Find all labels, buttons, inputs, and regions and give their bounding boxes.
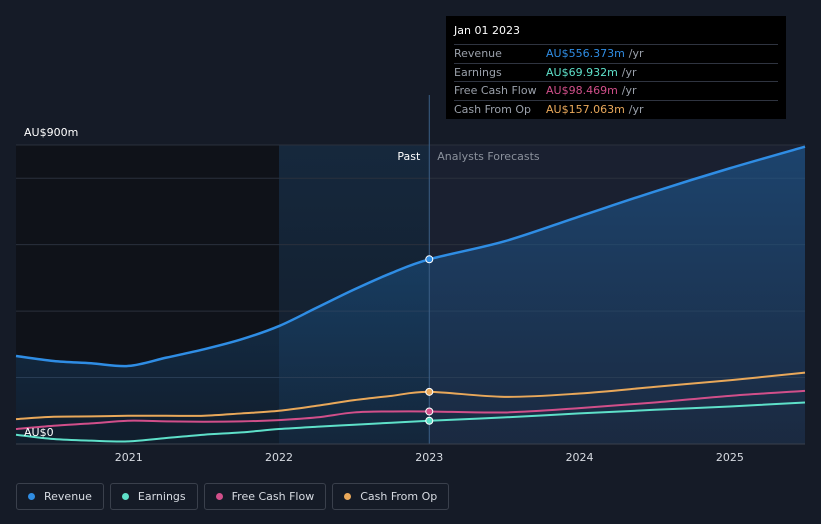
tooltip-value: AU$157.063m — [546, 102, 625, 116]
tooltip-date: Jan 01 2023 — [454, 24, 520, 37]
legend-item-free-cash-flow[interactable]: Free Cash Flow — [203, 483, 327, 510]
tooltip-value: AU$556.373m — [546, 47, 625, 61]
legend-label: Free Cash Flow — [231, 490, 315, 503]
legend-dot-icon — [121, 493, 129, 500]
forecast-label: Analysts Forecasts — [437, 150, 540, 163]
tooltip-row-revenue: Revenue AU$556.373m /yr — [454, 44, 778, 63]
cash-from-op-marker — [425, 387, 434, 396]
free-cash-flow-marker — [425, 407, 434, 416]
x-tick-label: 2023 — [415, 451, 443, 464]
legend: Revenue Earnings Free Cash Flow Cash Fro… — [16, 483, 450, 510]
tooltip-row-free-cash-flow: Free Cash Flow AU$98.469m /yr — [454, 81, 778, 100]
tooltip: Jan 01 2023 Revenue AU$556.373m /yr Earn… — [446, 16, 786, 119]
legend-label: Revenue — [44, 490, 92, 503]
tooltip-unit: /yr — [628, 102, 644, 116]
tooltip-value: AU$98.469m — [546, 84, 618, 98]
x-tick-label: 2024 — [566, 451, 594, 464]
tooltip-value: AU$69.932m — [546, 65, 618, 79]
tooltip-label: Earnings — [454, 65, 502, 79]
tooltip-row-cash-from-op: Cash From Op AU$157.063m /yr — [454, 99, 778, 119]
free-cash-flow-line — [15, 389, 806, 431]
past-label: Past — [397, 150, 421, 163]
legend-dot-icon — [215, 493, 223, 500]
legend-item-revenue[interactable]: Revenue — [16, 483, 104, 510]
y-axis-top-label: AU$900m — [24, 126, 78, 139]
cash-from-op-line — [15, 371, 806, 421]
x-tick-label: 2025 — [716, 451, 744, 464]
tooltip-unit: /yr — [621, 84, 637, 98]
tooltip-unit: /yr — [621, 65, 637, 79]
revenue-line — [15, 145, 806, 368]
tooltip-unit: /yr — [628, 47, 644, 61]
legend-label: Earnings — [137, 490, 186, 503]
legend-item-earnings[interactable]: Earnings — [109, 483, 198, 510]
revenue-area — [16, 146, 805, 444]
tooltip-label: Free Cash Flow — [454, 84, 537, 98]
legend-dot-icon — [28, 493, 35, 500]
y-axis-bottom-label: AU$0 — [24, 426, 54, 439]
earnings-marker — [425, 416, 434, 425]
earnings-line — [15, 401, 806, 443]
x-tick-label: 2021 — [115, 451, 143, 464]
legend-item-cash-from-op[interactable]: Cash From Op — [332, 483, 450, 510]
x-tick-label: 2022 — [265, 451, 293, 464]
tooltip-label: Revenue — [454, 47, 502, 61]
tooltip-label: Cash From Op — [454, 102, 532, 116]
tooltip-row-earnings: Earnings AU$69.932m /yr — [454, 62, 778, 82]
revenue-marker — [425, 255, 434, 264]
legend-dot-icon — [344, 493, 352, 500]
legend-label: Cash From Op — [360, 490, 438, 503]
